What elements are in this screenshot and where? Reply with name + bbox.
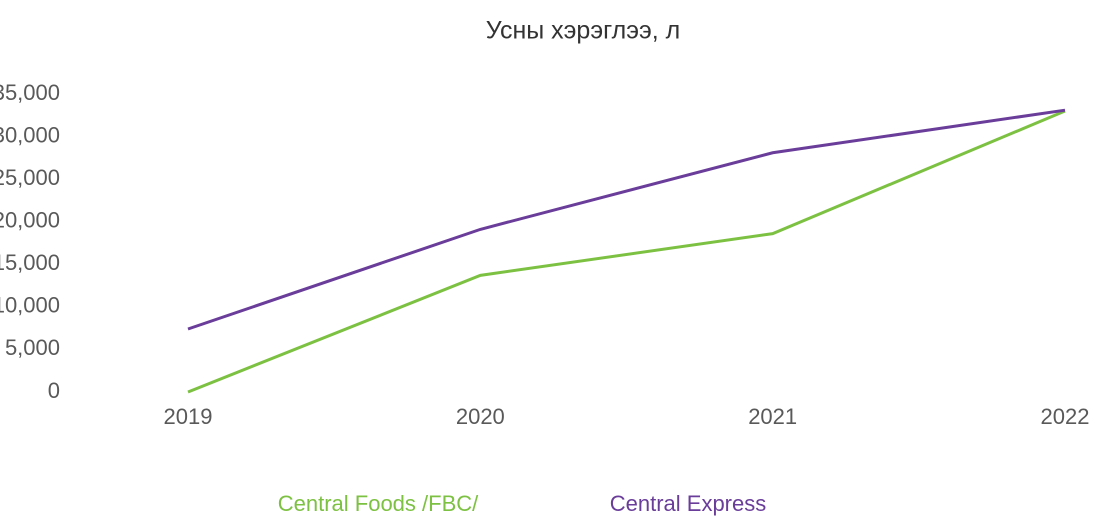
x-tick-label: 2020	[456, 404, 505, 429]
x-tick-label: 2019	[164, 404, 213, 429]
chart-title: Усны хэрэглээ, л	[486, 17, 681, 45]
y-tick-label: 5,000	[5, 335, 60, 360]
series-line	[187, 108, 1066, 331]
y-tick-label: 30,000	[0, 122, 60, 147]
x-tick-label: 2022	[1041, 404, 1090, 429]
y-tick-label: 20,000	[0, 208, 60, 233]
y-tick-label: 25,000	[0, 165, 60, 190]
legend-label: Central Foods /FBC/	[278, 491, 479, 516]
legend-label: Central Express	[610, 491, 767, 516]
series-line	[187, 109, 1066, 394]
y-tick-label: 15,000	[0, 250, 60, 275]
y-tick-label: 10,000	[0, 293, 60, 318]
x-tick-label: 2021	[748, 404, 797, 429]
y-tick-label: 35,000	[0, 80, 60, 105]
y-tick-label: 0	[48, 378, 60, 403]
